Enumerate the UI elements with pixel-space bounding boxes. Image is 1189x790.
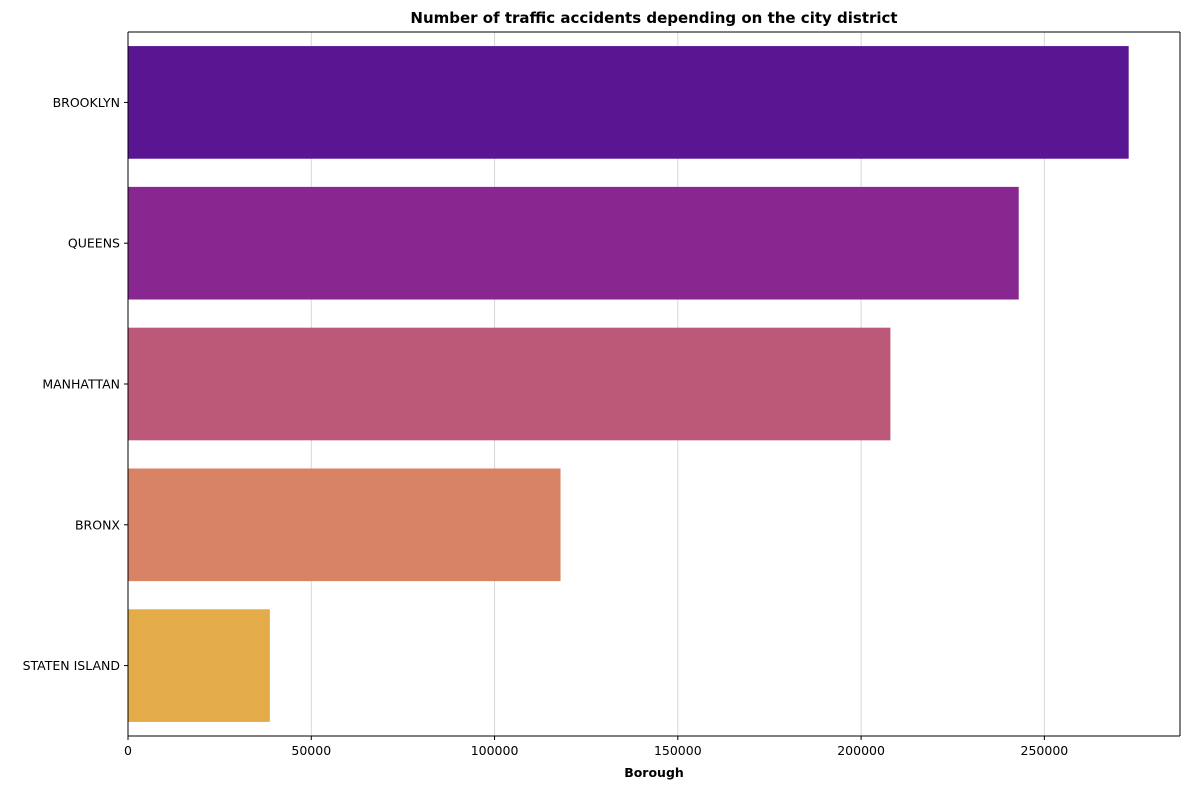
x-tick-label-4: 200000 (837, 743, 885, 758)
y-tick-label-1: QUEENS (68, 236, 120, 251)
x-tick-label-5: 250000 (1021, 743, 1069, 758)
bar-queens (128, 186, 1019, 300)
bar-staten-island (128, 609, 270, 722)
x-tick-label-0: 0 (124, 743, 132, 758)
bar-manhattan (128, 327, 891, 441)
x-axis-label: Borough (624, 765, 684, 780)
bar-brooklyn (128, 46, 1129, 159)
chart-title: Number of traffic accidents depending on… (410, 9, 897, 27)
y-tick-label-4: STATEN ISLAND (23, 658, 120, 673)
x-tick-label-3: 150000 (654, 743, 702, 758)
bars (128, 46, 1129, 722)
x-tick-label-2: 100000 (471, 743, 519, 758)
y-tick-label-2: MANHATTAN (42, 377, 120, 392)
y-ticks: BROOKLYN QUEENS MANHATTAN BRONX STATEN ISLAN… (23, 95, 128, 673)
x-ticks: 0 50000 100000 150000 200000 250000 (124, 736, 1068, 758)
x-tick-label-1: 50000 (291, 743, 331, 758)
y-tick-label-0: BROOKLYN (53, 95, 120, 110)
y-tick-label-3: BRONX (75, 517, 120, 532)
bar-bronx (128, 468, 561, 582)
